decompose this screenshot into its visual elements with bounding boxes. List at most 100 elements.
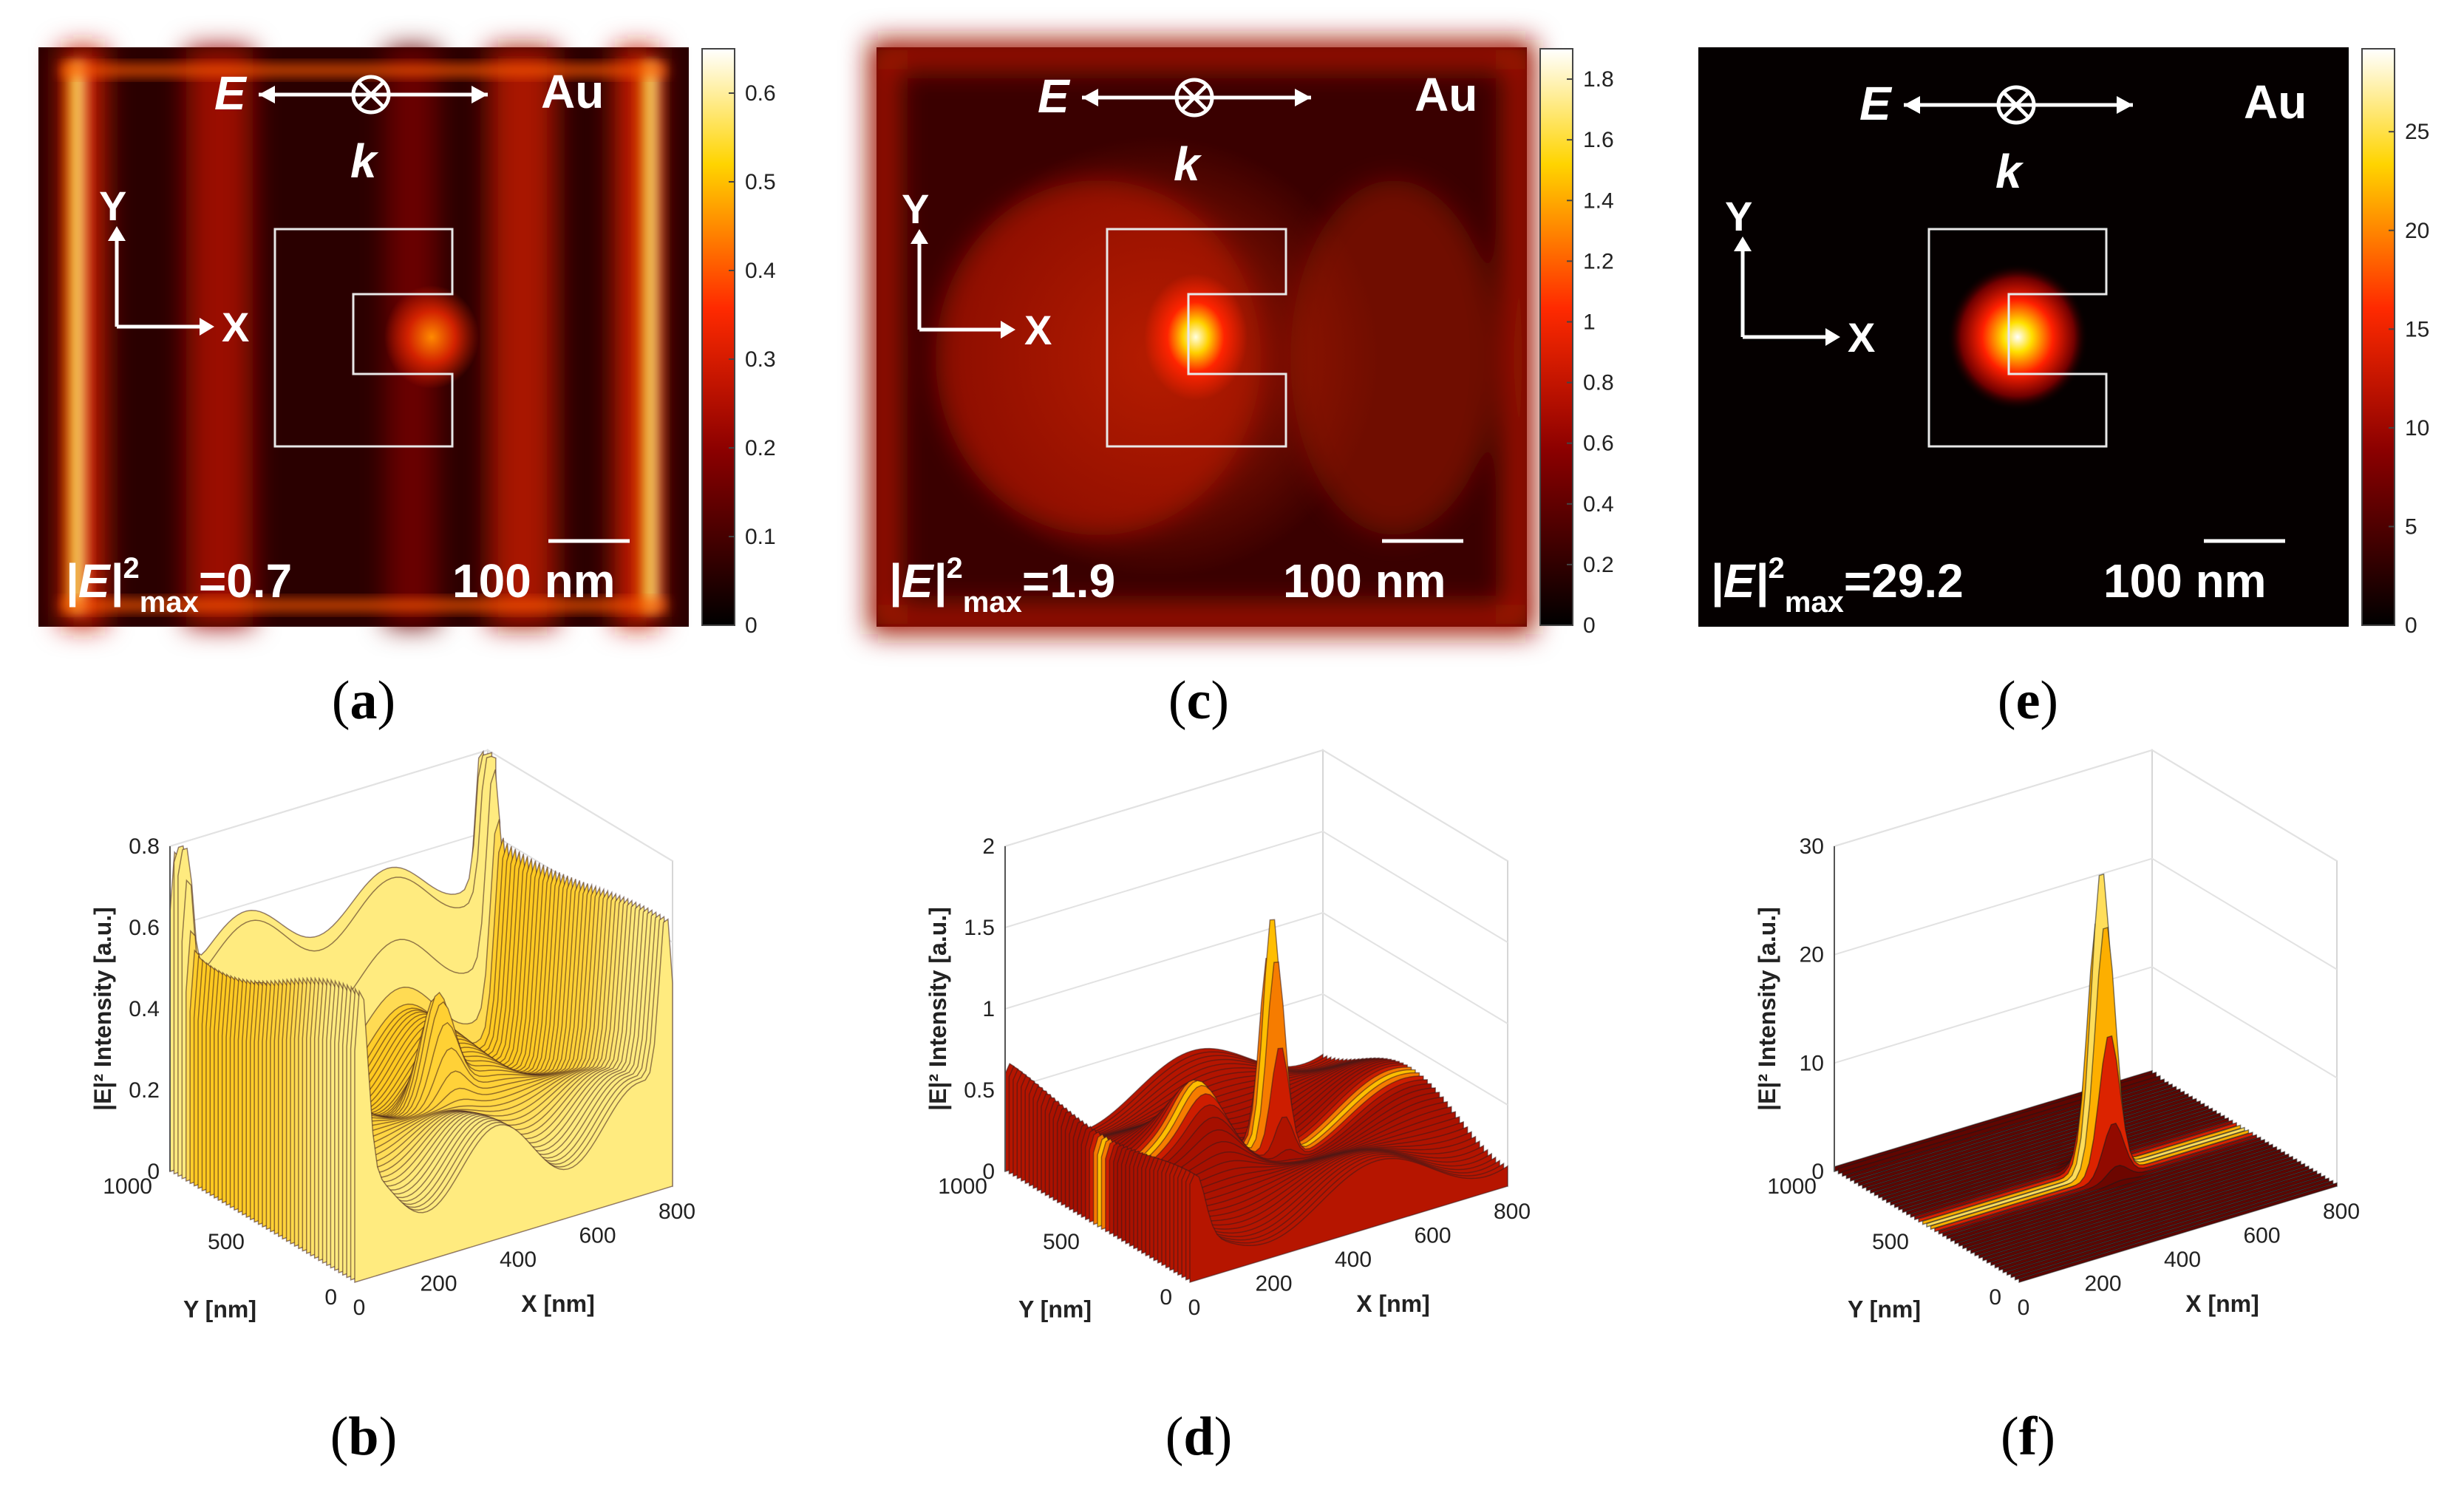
panel-e-k-into-page-icon: [1996, 85, 2036, 125]
caption-b-letter: b: [348, 1406, 378, 1467]
colorbar-a-tick-label: 0.3: [745, 347, 776, 372]
surface-d-grid-line: [1004, 749, 1508, 862]
colorbar-c-tick-label: 0: [1583, 613, 1596, 638]
heatmap-a-edge-bottom: [61, 596, 667, 615]
caption-e: (e): [1998, 670, 2058, 731]
panel-e-colorbar: 25 20 15 10 5 0: [2361, 48, 2429, 638]
surface-f-strip: [1898, 1109, 2217, 1211]
panel-e-y-axis-label: Y: [1725, 193, 1752, 239]
surface-d-grid-line: [1004, 911, 1508, 1024]
surface-d-grid-line: [1004, 993, 1508, 1106]
surface-b-y-tick-label: 0: [324, 1285, 337, 1310]
surface-f-strip: [2010, 1177, 2329, 1279]
colorbar-a-tick-label: 0: [745, 613, 758, 638]
panel-a-emax-sup: 2: [123, 552, 140, 585]
surface-f-x-tick-label: 400: [2164, 1248, 2201, 1272]
heatmap-a-edge-right: [634, 62, 667, 612]
caption-b: (b): [330, 1406, 397, 1467]
surface-f-grid-line: [1834, 966, 2338, 1079]
surface-d-z-label: |E|² Intensity [a.u.]: [925, 907, 951, 1111]
surface-b-y-label: Y [nm]: [183, 1296, 256, 1323]
surface-f-strip: [1970, 1153, 2290, 1254]
panel-c-x-axis-label: X: [1024, 307, 1052, 353]
heatmap-a-hotspot: [384, 285, 479, 389]
panel-a-y-axis-label: Y: [99, 183, 126, 229]
surface-f-x-tick-label: 800: [2323, 1200, 2360, 1224]
surface-f-strip: [1962, 1148, 2281, 1250]
panel-c-e-symbol: E: [1038, 69, 1071, 123]
surface-d-z-tick-label: 1.5: [964, 916, 995, 940]
panel-c-heatmap: [869, 40, 1534, 634]
colorbar-a-tick-label: 0.6: [745, 81, 776, 106]
caption-c-letter: c: [1187, 670, 1211, 731]
caption-d-letter: d: [1183, 1406, 1214, 1467]
surface-b-z-tick-label: 0: [147, 1160, 160, 1184]
heatmap-a-edge-left: [61, 62, 93, 612]
surface-f-strip: [1941, 1136, 2261, 1238]
surface-d-grid-line: [1004, 830, 1508, 943]
surface-f-strip: [1938, 1122, 2258, 1235]
surface-b-x-tick-label: 600: [579, 1224, 616, 1248]
caption-e-letter: e: [2016, 670, 2041, 731]
surface-b-z-label: |E|² Intensity [a.u.]: [89, 907, 116, 1111]
panel-b-surface-plot: 0 0.2 0.4 0.6 0.8 0 200 400 600 800 0 500 1000 |E|² I…: [89, 749, 695, 1323]
colorbar-e-tick-label: 5: [2405, 514, 2417, 539]
surface-b-y-tick-label: 1000: [103, 1174, 152, 1199]
surface-b-grid-line: [169, 749, 673, 862]
colorbar-a-tick-label: 0.5: [745, 170, 776, 194]
surface-f-strip: [1954, 1143, 2273, 1245]
panel-a-material: Au: [541, 65, 604, 118]
surface-d-y-label: Y [nm]: [1018, 1296, 1092, 1323]
panel-e-emax-sup: 2: [1769, 552, 1785, 585]
colorbar-c-tick-label: 0.2: [1583, 553, 1614, 577]
surface-f-strip: [1934, 1035, 2253, 1233]
panel-c-colorbar: 1.8 1.6 1.4 1.2 1 0.8 0.6 0.4 0.2 0: [1539, 48, 1614, 638]
colorbar-e-tick-label: 25: [2405, 120, 2429, 144]
surface-f-strip: [1966, 1151, 2286, 1252]
surface-d-z-tick-label: 2: [982, 834, 995, 859]
heatmap-c-hotspot: [1144, 273, 1248, 401]
surface-f-z-tick-label: 30: [1800, 834, 1824, 859]
colorbar-c-tick-label: 1.2: [1583, 249, 1614, 273]
surface-f-z-tick-label: 10: [1800, 1051, 1824, 1075]
colorbar-e-tick-label: 20: [2405, 219, 2429, 243]
colorbar-c-tick-label: 1.8: [1583, 67, 1614, 92]
panel-e-emax-value: =29.2: [1844, 554, 1964, 608]
colorbar-c-tick-label: 1: [1583, 310, 1596, 334]
panel-a-overlay: E k Au: [214, 65, 604, 188]
surface-b-strip: [354, 918, 673, 1284]
panel-c-emax-prefix: |E|: [888, 554, 947, 608]
surface-f-y-tick-label: 500: [1872, 1230, 1909, 1254]
panel-e-material: Au: [2244, 75, 2307, 129]
surface-b-z-tick-label: 0.8: [129, 834, 160, 859]
panel-e-aperture-outline: [1927, 228, 2108, 448]
caption-d: (d): [1165, 1406, 1232, 1467]
panel-c-emax-value: =1.9: [1022, 554, 1115, 608]
panel-c-y-axis-label: Y: [902, 186, 929, 232]
panel-c-material: Au: [1415, 68, 1477, 121]
surface-f-strip: [2002, 1172, 2322, 1273]
panel-c-emax-sub: max: [963, 586, 1022, 619]
panel-a-colorbar: 0.6 0.5 0.4 0.3 0.2 0.1 0: [701, 48, 776, 638]
surface-b-x-label: X [nm]: [521, 1290, 595, 1317]
surface-f-strip: [1982, 1160, 2301, 1262]
panel-a-emax-prefix: |E|: [65, 554, 123, 608]
panel-e-overlay: E k Au: [1859, 75, 2307, 198]
caption-a: (a): [332, 670, 395, 731]
surface-f-strip: [1986, 1163, 2306, 1264]
surface-b-x-tick-label: 0: [353, 1296, 366, 1320]
colorbar-c-tick-label: 0.8: [1583, 371, 1614, 395]
panel-a-k-into-page-icon: [351, 75, 391, 115]
surface-d-z-tick-label: 0: [982, 1160, 995, 1184]
colorbar-c-tick-label: 0.4: [1583, 492, 1614, 517]
panel-f-surface-plot: 0 10 20 30 0 200 400 600 800 0 500 1000 |E|² Intensi…: [1754, 749, 2360, 1323]
surface-f-y-tick-label: 0: [1989, 1285, 2001, 1310]
panel-c-axes-icon: Y X: [902, 186, 1052, 353]
surface-f-strip: [1978, 1157, 2298, 1259]
surface-f-strip: [1990, 1165, 2310, 1267]
surface-f-strip: [1890, 1105, 2209, 1206]
surface-f-strip: [1974, 1155, 2293, 1257]
surface-f-x-tick-label: 200: [2084, 1272, 2121, 1296]
surface-f-x-tick-label: 600: [2243, 1224, 2280, 1248]
